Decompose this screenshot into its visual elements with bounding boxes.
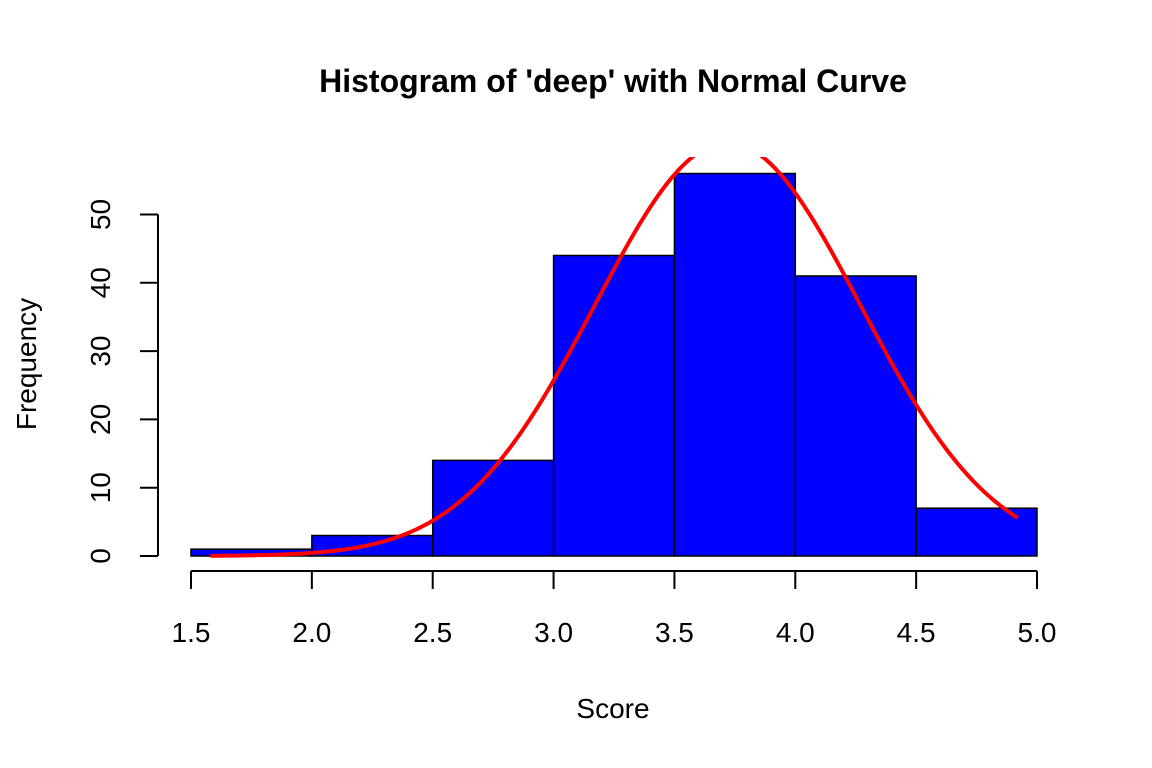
histogram-bars (190, 172, 1038, 557)
x-tick-label-0: 1.5 (172, 617, 211, 648)
x-tick-label-7: 5.0 (1018, 617, 1057, 648)
x-axis: 1.5 2.0 2.5 3.0 3.5 4.0 4.5 5.0 (172, 570, 1057, 648)
histogram-bar-6 (915, 507, 1038, 557)
x-tick-label-5: 4.0 (776, 617, 815, 648)
y-tick-label-2: 20 (85, 404, 116, 435)
histogram-bar-4 (673, 172, 797, 557)
y-tick-label-3: 30 (85, 336, 116, 367)
x-tick-label-1: 2.0 (292, 617, 331, 648)
y-axis: 0 10 20 30 40 50 (85, 199, 159, 564)
y-tick-label-0: 0 (85, 548, 116, 564)
normal-curve-line (210, 157, 1019, 558)
x-axis-label: Score (576, 693, 649, 724)
y-tick-label-4: 40 (85, 267, 116, 298)
histogram-bar-5 (794, 275, 917, 557)
y-tick-label-1: 10 (85, 472, 116, 503)
chart-title: Histogram of 'deep' with Normal Curve (319, 63, 907, 99)
x-tick-label-4: 3.5 (655, 617, 694, 648)
y-axis-label: Frequency (11, 298, 42, 430)
x-tick-label-2: 2.5 (413, 617, 452, 648)
normal-curve-layer (210, 157, 1019, 558)
x-tick-label-3: 3.0 (534, 617, 573, 648)
y-tick-label-5: 50 (85, 199, 116, 230)
x-tick-label-6: 4.5 (897, 617, 936, 648)
histogram-bar-3 (552, 254, 676, 557)
